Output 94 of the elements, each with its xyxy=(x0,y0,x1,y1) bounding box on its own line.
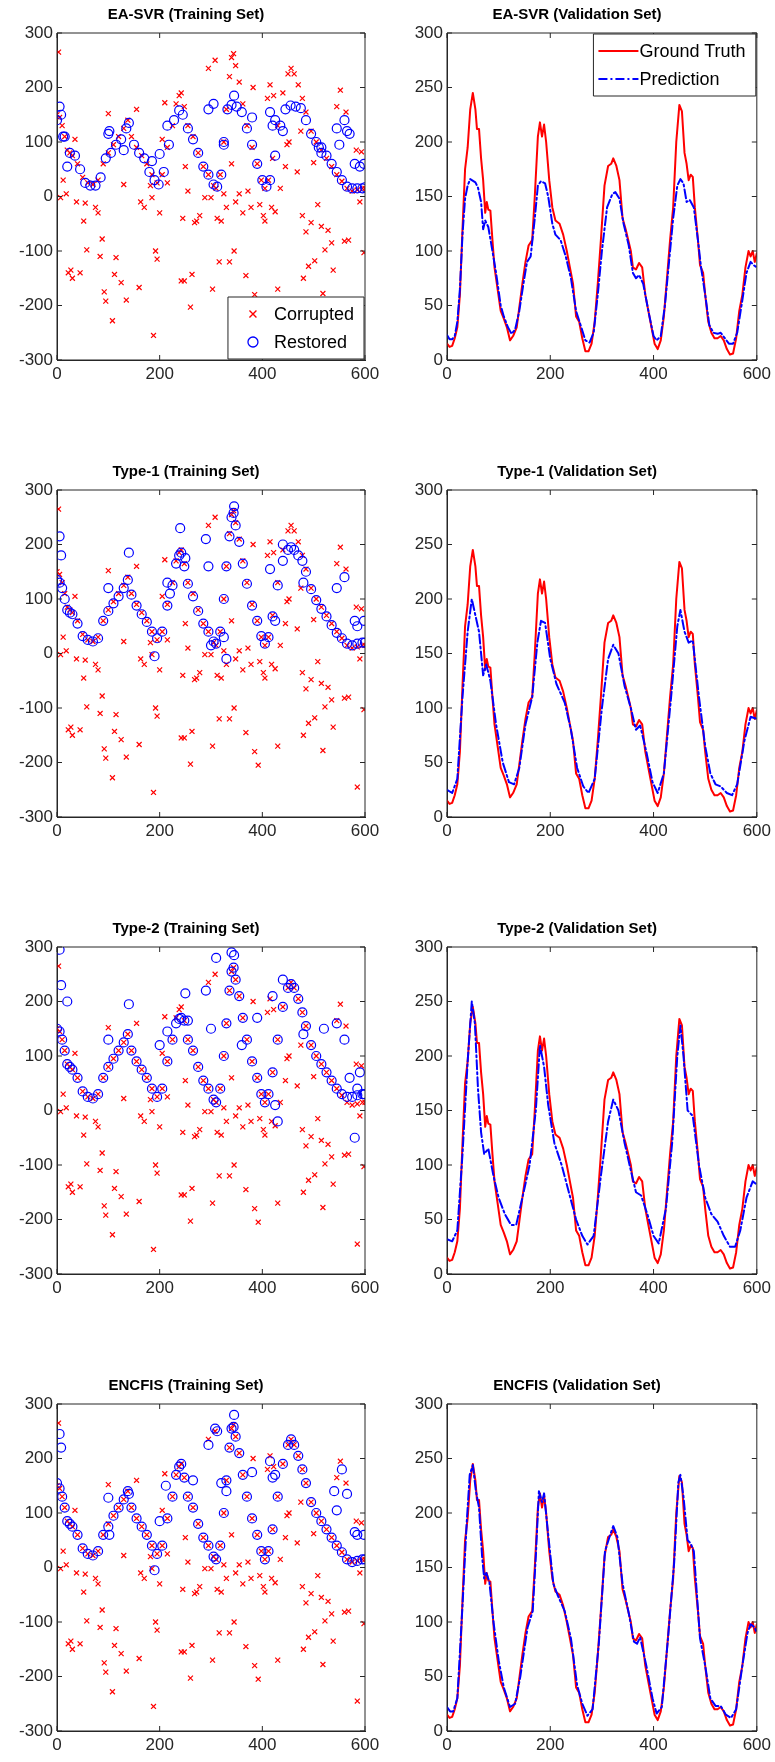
y-tick-label: -300 xyxy=(18,1263,53,1283)
y-tick-label: 300 xyxy=(414,22,443,42)
y-tick-label: 300 xyxy=(414,936,443,956)
y-tick-label: 100 xyxy=(414,1611,443,1631)
y-tick-label: 200 xyxy=(24,1448,53,1468)
line-series xyxy=(447,178,757,345)
x-tick-label: 400 xyxy=(248,1277,277,1297)
y-tick-label: 300 xyxy=(24,479,53,499)
x-tick-label: 200 xyxy=(536,1734,565,1754)
x-tick-label: 600 xyxy=(742,820,772,840)
y-tick-label: 100 xyxy=(414,697,443,717)
y-tick-label: 100 xyxy=(24,588,53,608)
x-tick-label: 200 xyxy=(536,363,565,383)
y-tick-label: 0 xyxy=(433,349,443,369)
y-tick-label: 100 xyxy=(414,240,443,260)
y-tick-label: 0 xyxy=(43,1100,53,1120)
y-tick-label: -100 xyxy=(18,1154,53,1174)
y-tick-label: 300 xyxy=(414,1393,443,1413)
y-tick-label: 150 xyxy=(414,186,443,206)
y-tick-label: 0 xyxy=(433,1720,443,1740)
y-tick-label: 300 xyxy=(414,479,443,499)
x-tick-label: 600 xyxy=(742,1734,772,1754)
chart-title: ENCFIS (Validation Set) xyxy=(493,1376,661,1394)
y-tick-label: 50 xyxy=(424,1209,443,1229)
x-tick-label: 200 xyxy=(536,1277,565,1297)
legend-label: Corrupted xyxy=(273,303,354,324)
chart-title: Type-1 (Training Set) xyxy=(112,462,260,480)
chart-title: Type-1 (Validation Set) xyxy=(497,462,657,480)
y-tick-label: 100 xyxy=(24,131,53,151)
x-tick-label: 200 xyxy=(145,1734,174,1754)
x-tick-label: 600 xyxy=(742,363,772,383)
x-tick-label: 600 xyxy=(350,820,380,840)
x-tick-label: 200 xyxy=(536,820,565,840)
chart-title: EA-SVR (Training Set) xyxy=(107,5,265,23)
y-tick-label: 300 xyxy=(24,936,53,956)
legend-label: Restored xyxy=(273,331,347,352)
chart-title: Type-2 (Training Set) xyxy=(112,919,260,937)
y-tick-label: 200 xyxy=(24,534,53,554)
y-tick-label: -200 xyxy=(18,295,53,315)
x-tick-label: 200 xyxy=(145,1277,174,1297)
y-tick-label: 0 xyxy=(433,806,443,826)
x-tick-label: 200 xyxy=(145,363,174,383)
y-tick-label: 100 xyxy=(24,1045,53,1065)
x-tick-label: 600 xyxy=(742,1277,772,1297)
chart-title: EA-SVR (Validation Set) xyxy=(492,5,662,23)
x-tick-label: 200 xyxy=(145,820,174,840)
x-tick-label: 600 xyxy=(350,363,380,383)
x-tick-label: 400 xyxy=(639,1734,668,1754)
y-tick-label: -100 xyxy=(18,697,53,717)
y-tick-label: 100 xyxy=(414,1154,443,1174)
y-tick-label: -200 xyxy=(18,1666,53,1686)
y-tick-label: 0 xyxy=(43,643,53,663)
y-tick-label: 50 xyxy=(424,295,443,315)
y-tick-label: -300 xyxy=(18,1720,53,1740)
y-tick-label: 200 xyxy=(414,131,443,151)
y-tick-label: 200 xyxy=(414,588,443,608)
y-tick-label: 200 xyxy=(24,77,53,97)
x-tick-label: 400 xyxy=(248,363,277,383)
y-tick-label: -200 xyxy=(18,1209,53,1229)
legend-label: Prediction xyxy=(639,68,720,89)
x-tick-label: 400 xyxy=(639,363,668,383)
legend-label: Ground Truth xyxy=(639,40,746,61)
y-tick-label: 100 xyxy=(24,1502,53,1522)
x-tick-label: 600 xyxy=(350,1277,380,1297)
chart-title: Type-2 (Validation Set) xyxy=(497,919,657,937)
y-tick-label: -200 xyxy=(18,752,53,772)
x-tick-label: 400 xyxy=(639,1277,668,1297)
y-tick-label: 200 xyxy=(414,1045,443,1065)
y-tick-label: 0 xyxy=(43,1557,53,1577)
y-tick-label: 50 xyxy=(424,752,443,772)
y-tick-label: 0 xyxy=(43,186,53,206)
line-series xyxy=(447,598,757,797)
y-tick-label: 250 xyxy=(414,991,443,1011)
y-tick-label: 150 xyxy=(414,643,443,663)
y-tick-label: -100 xyxy=(18,1611,53,1631)
y-tick-label: 250 xyxy=(414,1448,443,1468)
y-tick-label: 250 xyxy=(414,77,443,97)
y-tick-label: -300 xyxy=(18,806,53,826)
x-tick-label: 400 xyxy=(248,1734,277,1754)
y-tick-label: -100 xyxy=(18,240,53,260)
y-tick-label: 200 xyxy=(24,991,53,1011)
y-tick-label: 300 xyxy=(24,1393,53,1413)
y-tick-label: 0 xyxy=(433,1263,443,1283)
x-tick-label: 600 xyxy=(350,1734,380,1754)
y-tick-label: 50 xyxy=(424,1666,443,1686)
y-tick-label: -300 xyxy=(18,349,53,369)
y-tick-label: 200 xyxy=(414,1502,443,1522)
y-tick-label: 150 xyxy=(414,1100,443,1120)
x-tick-label: 400 xyxy=(248,820,277,840)
x-tick-label: 400 xyxy=(639,820,668,840)
y-tick-label: 300 xyxy=(24,22,53,42)
y-tick-label: 150 xyxy=(414,1557,443,1577)
chart-title: ENCFIS (Training Set) xyxy=(108,1376,264,1394)
y-tick-label: 250 xyxy=(414,534,443,554)
